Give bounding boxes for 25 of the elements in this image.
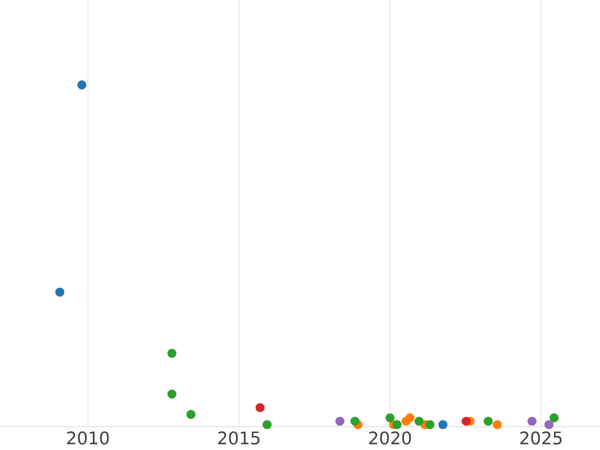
point bbox=[484, 416, 493, 426]
x-tick-label: 2015 bbox=[218, 431, 260, 444]
point bbox=[438, 420, 448, 430]
point bbox=[425, 420, 434, 430]
x-tick-label: 2010 bbox=[67, 431, 109, 444]
point bbox=[55, 288, 64, 297]
point bbox=[414, 416, 424, 426]
point bbox=[167, 348, 176, 358]
point bbox=[262, 420, 272, 430]
point bbox=[335, 416, 344, 426]
point bbox=[385, 413, 395, 422]
point bbox=[462, 416, 471, 426]
point bbox=[186, 410, 196, 419]
point bbox=[405, 413, 415, 422]
point bbox=[527, 416, 537, 426]
x-tick-label: 2025 bbox=[520, 431, 562, 444]
point bbox=[544, 420, 554, 430]
point bbox=[77, 80, 86, 90]
point bbox=[392, 420, 402, 430]
point bbox=[256, 403, 265, 412]
point bbox=[550, 413, 559, 422]
point bbox=[350, 416, 360, 426]
x-tick-label: 2020 bbox=[369, 431, 411, 444]
point bbox=[167, 390, 176, 399]
point bbox=[492, 420, 502, 430]
